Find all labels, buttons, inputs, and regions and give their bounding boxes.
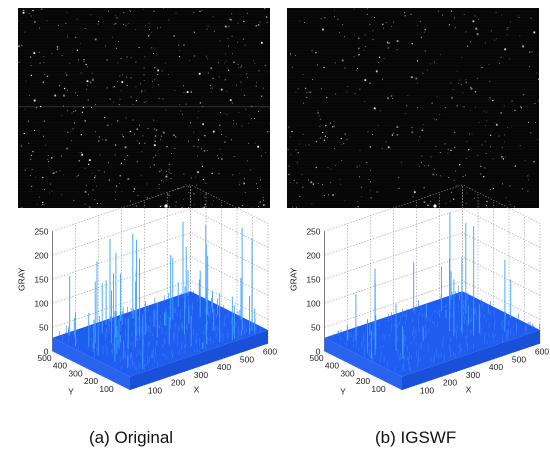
x-tick-label: 200 — [443, 378, 457, 388]
z-tick-label: 50 — [39, 322, 49, 332]
z-tick-label: 150 — [34, 274, 48, 284]
x-tick-label: 500 — [512, 354, 526, 364]
x-tick-label: 400 — [217, 362, 231, 372]
z-tick-label: 50 — [311, 322, 321, 332]
y-axis-label: Y — [68, 387, 74, 397]
y-tick-label: 500 — [37, 353, 51, 363]
caption-original: (a) Original — [89, 428, 174, 447]
z-axis-label: GRAY — [289, 267, 299, 291]
z-tick-label: 0 — [44, 346, 49, 356]
y-tick-label: 300 — [340, 368, 354, 378]
x-axis-label: X — [194, 384, 200, 394]
z-tick-label: 100 — [34, 298, 48, 308]
star-image-original-pixels — [18, 8, 270, 208]
gray-surface-plot-original: 0 50 100 150 200 250 100 200 300 400 500 100 200 300 4… — [0, 184, 277, 427]
z-tick-label: 200 — [306, 250, 320, 260]
star-image-original — [18, 8, 270, 208]
x-tick-label: 300 — [466, 370, 480, 380]
x-tick-label: 200 — [171, 378, 185, 388]
z-tick-label: 150 — [306, 274, 320, 284]
y-tick-label: 500 — [309, 353, 323, 363]
x-axis-label: X — [466, 384, 472, 394]
star-image-igswf — [287, 8, 539, 208]
star-image-igswf-pixels — [287, 8, 539, 208]
y-axis-label: Y — [340, 387, 346, 397]
z-tick-label: 100 — [306, 298, 320, 308]
x-tick-label: 600 — [535, 347, 549, 357]
y-tick-label: 400 — [53, 361, 67, 371]
x-tick-label: 100 — [420, 385, 434, 395]
y-tick-label: 100 — [99, 384, 113, 394]
z-tick-label: 250 — [306, 226, 320, 236]
surface-plot-svg-original: 0501001502002501002003004005001002003004… — [17, 184, 277, 397]
z-tick-label: 200 — [34, 250, 48, 260]
x-tick-label: 600 — [263, 347, 277, 357]
y-tick-label: 200 — [84, 376, 98, 386]
x-tick-label: 100 — [148, 385, 162, 395]
gray-surface-plot-igswf: 0 50 100 150 200 250 100 200 300 400 500 100 200 300 4… — [272, 184, 549, 427]
surface-plot-svg-igswf: 0501001502002501002003004005001002003004… — [289, 184, 549, 397]
x-tick-label: 500 — [240, 354, 254, 364]
z-tick-label: 0 — [316, 346, 321, 356]
y-tick-label: 400 — [325, 361, 339, 371]
x-tick-label: 300 — [194, 370, 208, 380]
z-axis-label: GRAY — [17, 267, 27, 291]
y-tick-label: 200 — [356, 376, 370, 386]
caption-igswf: (b) IGSWF — [375, 428, 457, 447]
z-tick-label: 250 — [34, 226, 48, 236]
y-tick-label: 300 — [68, 368, 82, 378]
y-tick-label: 100 — [371, 384, 385, 394]
x-tick-label: 400 — [489, 362, 503, 372]
